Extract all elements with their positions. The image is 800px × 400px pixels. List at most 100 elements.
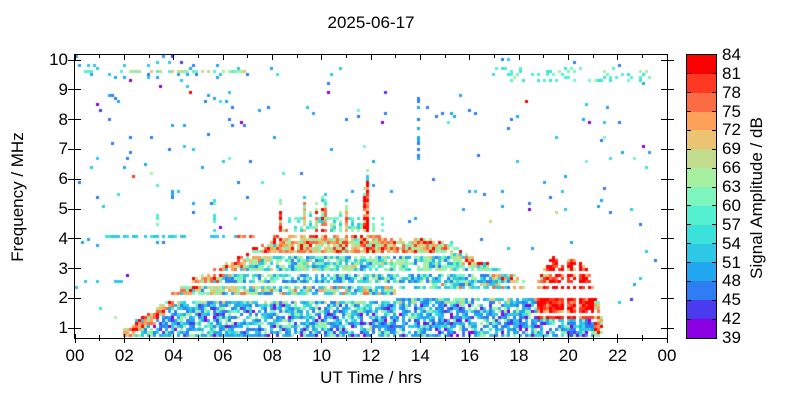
tick-mark [444, 55, 446, 58]
tick-mark [543, 55, 545, 58]
tick-mark [321, 334, 323, 343]
tick-mark [197, 55, 199, 58]
colorbar-tick-label: 60 [722, 195, 741, 215]
y-tick-label: 10 [49, 50, 68, 70]
tick-mark [687, 148, 691, 150]
colorbar-segment [687, 92, 716, 112]
tick-mark [74, 334, 76, 343]
tick-mark [687, 73, 691, 75]
tick-mark [469, 334, 471, 343]
x-tick-label: 00 [657, 346, 677, 365]
x-tick-label: 20 [558, 346, 578, 365]
tick-mark [74, 55, 76, 60]
colorbar-tick-label: 51 [722, 252, 741, 272]
tick-mark [197, 335, 199, 341]
tick-mark [148, 335, 150, 341]
tick-mark [345, 335, 347, 341]
tick-mark [68, 119, 81, 121]
colorbar-tick-label: 81 [722, 63, 741, 83]
x-tick-label: 00 [65, 346, 85, 365]
x-tick-label: 06 [213, 346, 233, 365]
colorbar-segment [687, 262, 716, 282]
x-tick-label: 08 [262, 346, 282, 365]
colorbar-tick-label: 63 [722, 177, 741, 197]
colorbar-tick-label: 72 [722, 120, 741, 140]
tick-mark [687, 167, 691, 169]
x-tick-label: 18 [509, 346, 529, 365]
colorbar-tick-label: 75 [722, 101, 741, 121]
tick-mark [567, 55, 569, 60]
x-tick-label: 10 [312, 346, 332, 365]
colorbar-tick-label: 69 [722, 139, 741, 159]
tick-mark [271, 334, 273, 343]
tick-mark [419, 55, 421, 60]
tick-mark [661, 59, 674, 61]
tick-mark [444, 335, 446, 341]
colorbar-segment [687, 130, 716, 150]
tick-mark [687, 129, 691, 131]
tick-mark [687, 243, 691, 245]
colorbar-segment [687, 73, 716, 93]
y-tick-label: 4 [58, 228, 68, 248]
colorbar-segment [687, 55, 716, 74]
colorbar [686, 54, 717, 339]
colorbar-segment [687, 300, 716, 320]
tick-mark [661, 327, 674, 329]
x-tick-label: 16 [460, 346, 480, 365]
tick-mark [543, 335, 545, 341]
tick-mark [68, 148, 81, 150]
tick-mark [296, 335, 298, 341]
tick-mark [617, 334, 619, 343]
tick-mark [641, 55, 643, 58]
tick-mark [321, 55, 323, 60]
x-tick-label: 04 [164, 346, 184, 365]
tick-mark [247, 55, 249, 58]
tick-mark [247, 335, 249, 341]
tick-mark [68, 297, 81, 299]
colorbar-tick-label: 39 [722, 328, 741, 347]
tick-mark [493, 55, 495, 58]
tick-mark [712, 92, 716, 94]
tick-mark [469, 55, 471, 60]
tick-mark [687, 186, 691, 188]
colorbar-tick-label: 84 [722, 45, 741, 64]
tick-mark [68, 268, 81, 270]
tick-mark [666, 334, 668, 343]
colorbar-segment [687, 149, 716, 169]
tick-mark [661, 297, 674, 299]
colorbar-tick-label: 78 [722, 82, 741, 102]
x-tick-label: 02 [114, 346, 134, 365]
tick-mark [567, 334, 569, 343]
tick-mark [712, 262, 716, 264]
tick-mark [617, 55, 619, 60]
tick-mark [712, 111, 716, 113]
colorbar-tick-label: 48 [722, 271, 741, 291]
tick-mark [712, 129, 716, 131]
tick-mark [641, 335, 643, 341]
y-tick-label: 2 [58, 288, 68, 308]
tick-mark [687, 224, 691, 226]
tick-mark [687, 280, 691, 282]
tick-mark [712, 224, 716, 226]
tick-mark [666, 55, 668, 60]
tick-mark [661, 89, 674, 91]
tick-mark [712, 243, 716, 245]
tick-mark [68, 89, 81, 91]
tick-mark [173, 55, 175, 60]
tick-mark [518, 334, 520, 343]
tick-mark [395, 335, 397, 341]
tick-mark [661, 148, 674, 150]
tick-mark [68, 59, 81, 61]
tick-mark [222, 55, 224, 60]
tick-mark [712, 299, 716, 301]
colorbar-segment [687, 205, 716, 225]
tick-mark [712, 186, 716, 188]
tick-mark [687, 205, 691, 207]
tick-mark [222, 334, 224, 343]
colorbar-segment [687, 243, 716, 263]
colorbar-tick-label: 45 [722, 290, 741, 310]
tick-mark [123, 55, 125, 60]
y-tick-label: 1 [58, 318, 68, 338]
tick-mark [592, 335, 594, 341]
tick-mark [687, 299, 691, 301]
